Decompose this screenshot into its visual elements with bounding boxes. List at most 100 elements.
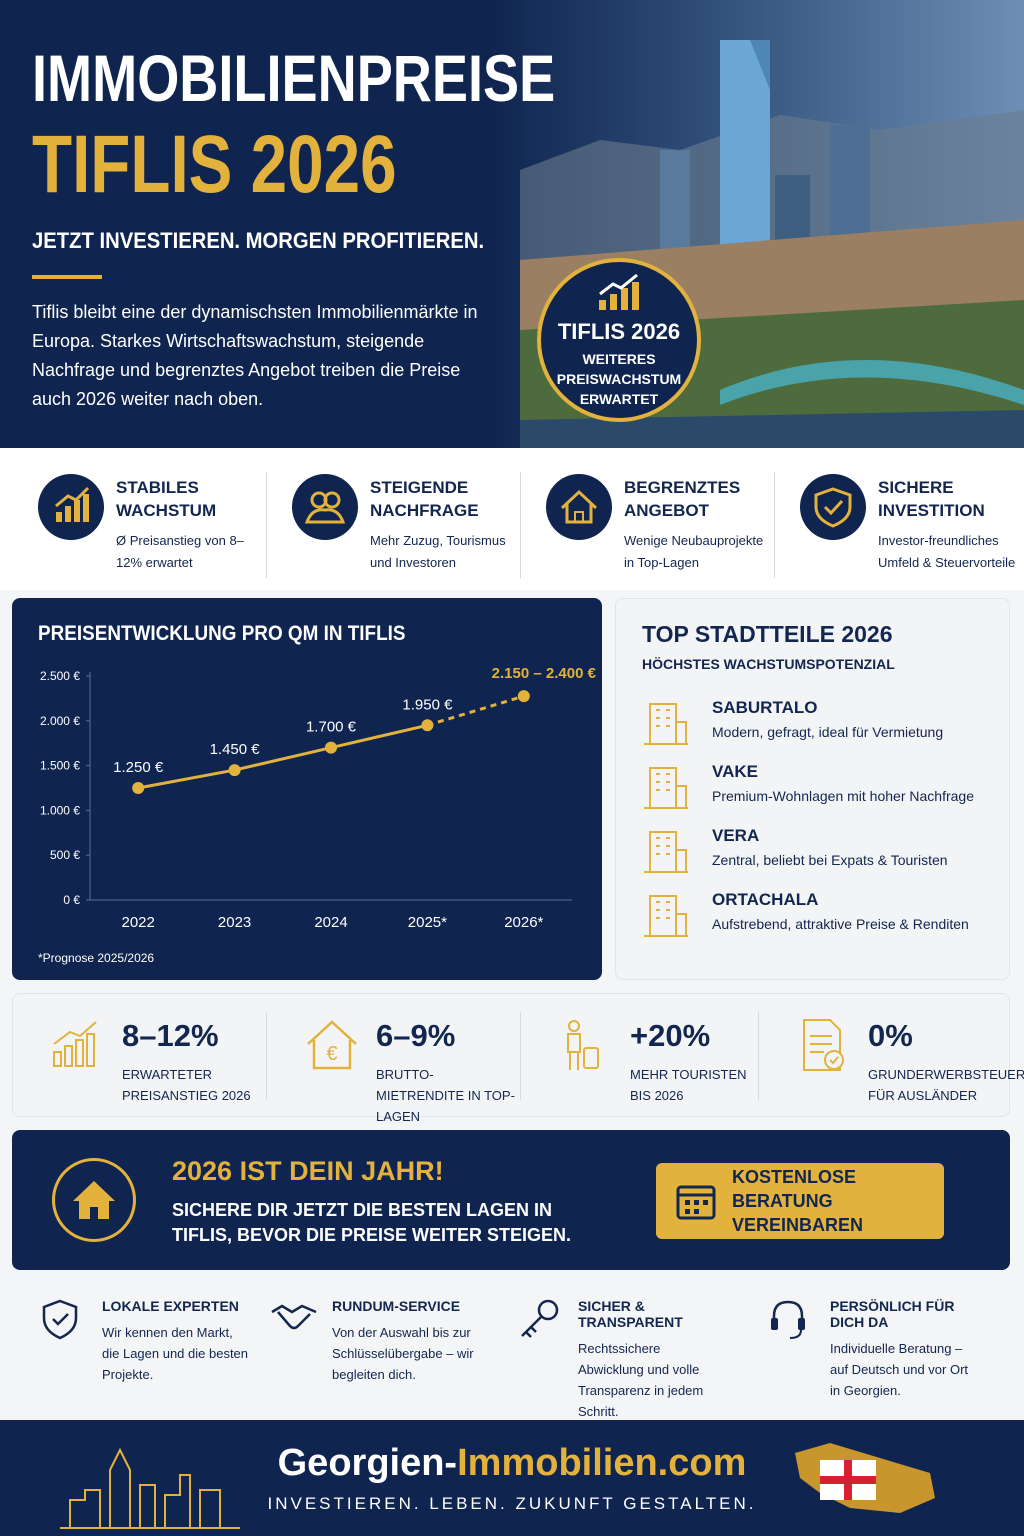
x-tick-label: 2024 — [314, 914, 347, 931]
feature-icon — [800, 474, 866, 540]
district: SABURTALO Modern, gefragt, ideal für Verm… — [642, 698, 1009, 746]
georgia-map — [795, 1443, 935, 1513]
svg-text:€: € — [326, 1043, 337, 1065]
icon — [644, 895, 688, 937]
service-body: LOKALE EXPERTEN Wir kennen den Markt, die… — [102, 1298, 252, 1385]
y-tick-label: 2.500 € — [40, 669, 80, 683]
icon — [271, 1304, 317, 1330]
service: LOKALE EXPERTEN Wir kennen den Markt, die… — [2, 1298, 252, 1385]
feature-icon — [292, 474, 358, 540]
point — [325, 741, 337, 754]
divider — [758, 1012, 759, 1100]
icon — [644, 831, 688, 873]
stat-body: 0% GRUNDERWERBSTEUER FÜR AUSLÄNDER — [868, 1018, 1024, 1110]
feature: STEIGENDE NACHFRAGE Mehr Zuzug, Tourismus… — [266, 462, 520, 580]
icon — [560, 489, 598, 524]
service: PERSÖNLICH FÜR DICH DA Individuelle Berat… — [730, 1298, 980, 1401]
service-title: LOKALE EXPERTEN — [102, 1298, 239, 1314]
line-segment — [426, 694, 525, 727]
divider — [520, 472, 521, 578]
district-text: Zentral, beliebt bei Expats & Touristen — [712, 852, 948, 868]
stat-label: GRUNDERWERBSTEUER FÜR AUSLÄNDER — [868, 1067, 1024, 1103]
footer: Georgien-Immobilien.com INVESTIEREN. LEB… — [0, 1420, 1024, 1536]
point — [421, 719, 434, 732]
x-tick-label: 2023 — [218, 914, 251, 931]
feature-text: Ø Preisanstieg von 8–12% erwartet — [116, 533, 244, 570]
cta-text: SICHERE DIR JETZT DIE BESTEN LAGEN IN TI… — [172, 1200, 572, 1245]
service-title: SICHER & TRANSPARENT — [578, 1298, 683, 1330]
icon — [599, 273, 639, 310]
stat-body: 8–12% ERWARTETER PREISANSTIEG 2026 — [122, 1018, 262, 1110]
cta-icon — [52, 1158, 136, 1242]
divider — [266, 1012, 267, 1100]
x-tick-label: 2022 — [122, 914, 155, 931]
brand-part: Georgien- — [277, 1442, 458, 1484]
service-body: PERSÖNLICH FÜR DICH DA Individuelle Berat… — [830, 1298, 980, 1401]
feature-body: STABILES WACHSTUM Ø Preisanstieg von 8–12… — [116, 462, 266, 580]
district-name: SABURTALO — [712, 698, 818, 717]
stat-value: 6–9% — [376, 1018, 456, 1053]
service-body: SICHER & TRANSPARENT Rechtssichere Abwick… — [578, 1298, 728, 1422]
stat-label: ERWARTETER PREISANSTIEG 2026 — [122, 1067, 251, 1103]
service-text: Von der Auswahl bis zur Schlüsselübergab… — [332, 1325, 474, 1382]
service-text: Individuelle Beratung – auf Deutsch und … — [830, 1341, 969, 1398]
district-text: Aufstrebend, attraktive Preise & Rendite… — [712, 916, 969, 932]
stats-panel — [12, 993, 1010, 1117]
district: VERA Zentral, beliebt bei Expats & Touris… — [642, 826, 1009, 874]
icon — [567, 1020, 599, 1070]
brand-part: Immobilien.com — [457, 1442, 747, 1484]
chart-panel: PREISENTWICKLUNG PRO QM IN TIFLIS 0 € 500… — [12, 598, 602, 980]
stat-label: BRUTTO-MIETRENDITE IN TOP-LAGEN — [376, 1067, 515, 1124]
stat-value: 0% — [868, 1018, 913, 1053]
data-label: 1.250 € — [113, 759, 164, 776]
cta-title: 2026 IST DEIN JAHR! — [172, 1156, 444, 1186]
service: SICHER & TRANSPARENT Rechtssichere Abwick… — [478, 1298, 728, 1422]
chart-note: *Prognose 2025/2026 — [38, 951, 155, 965]
icon — [73, 1181, 115, 1219]
skyline-icon — [60, 1447, 240, 1529]
feature: STABILES WACHSTUM Ø Preisanstieg von 8–12… — [12, 462, 266, 580]
feature-title: STABILES WACHSTUM — [116, 478, 217, 520]
brand: Georgien-Immobilien.com — [0, 1442, 1024, 1485]
icon — [53, 1021, 97, 1067]
badge-title: TIFLIS 2026 — [557, 319, 681, 344]
district-body: ORTACHALA Aufstrebend, attraktive Preise … — [712, 890, 969, 938]
icon — [814, 487, 852, 528]
cta: 2026 IST DEIN JAHR! SICHERE DIR JETZT DI… — [12, 1130, 1010, 1270]
districts-panel: TOP STADTTEILE 2026 HÖCHSTES WACHSTUMSPO… — [615, 598, 1010, 980]
icon — [521, 1299, 559, 1338]
point — [228, 764, 241, 777]
icon — [42, 1299, 78, 1340]
line-segment — [137, 768, 235, 790]
district-name: VAKE — [712, 762, 758, 781]
cta-button[interactable]: KOSTENLOSE BERATUNG VEREINBAREN — [656, 1163, 944, 1239]
feature-title: STEIGENDE NACHFRAGE — [370, 478, 479, 520]
district-name: VERA — [712, 826, 760, 845]
feature-body: BEGRENZTES ANGEBOT Wenige Neubauprojekte … — [624, 462, 774, 580]
stat-body: 6–9% BRUTTO-MIETRENDITE IN TOP-LAGEN — [376, 1018, 516, 1124]
feature-text: Wenige Neubauprojekte in Top-Lagen — [624, 533, 764, 570]
districts-subtitle: HÖCHSTES WACHSTUMSPOTENZIAL — [642, 656, 895, 672]
icon: € — [307, 1020, 357, 1070]
district: VAKE Premium-Wohnlagen mit hoher Nachfrag… — [642, 762, 1009, 810]
service-text: Wir kennen den Markt, die Lagen und die … — [102, 1325, 249, 1382]
line-segment — [234, 746, 332, 772]
x-tick-label: 2025* — [408, 914, 447, 931]
title-accent: TIFLIS 2026 — [32, 119, 397, 210]
y-tick-label: 2.000 € — [40, 714, 80, 728]
feature-body: STEIGENDE NACHFRAGE Mehr Zuzug, Tourismus… — [370, 462, 520, 580]
district-body: SABURTALO Modern, gefragt, ideal für Verm… — [712, 698, 943, 746]
cta-button-text: KOSTENLOSE BERATUNG VEREINBAREN — [732, 1167, 864, 1235]
icon — [304, 491, 346, 524]
x-tick-label: 2026* — [504, 914, 543, 931]
data-label: 1.450 € — [210, 741, 261, 758]
intro: Tiflis bleibt eine der dynamischsten Imm… — [32, 302, 478, 409]
y-tick-label: 500 € — [50, 848, 80, 862]
data-label: 1.950 € — [402, 696, 453, 713]
chart-title: PREISENTWICKLUNG PRO QM IN TIFLIS — [38, 622, 406, 645]
rule — [32, 275, 102, 279]
stat: 0% GRUNDERWERBSTEUER FÜR AUSLÄNDER — [758, 1000, 1024, 1110]
stat-value: 8–12% — [122, 1018, 219, 1053]
line-segment — [330, 723, 428, 750]
